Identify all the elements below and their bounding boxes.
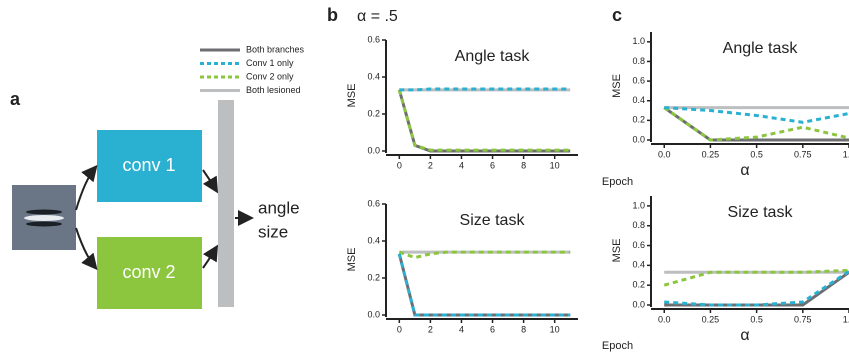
x-tick-label: 8 xyxy=(521,160,526,170)
x-tick-label: 0 xyxy=(397,324,402,334)
x-tick-label: 10 xyxy=(550,324,560,334)
subtitle: α = .5 xyxy=(357,8,398,25)
y-tick-label: 0.4 xyxy=(367,235,380,245)
y-tick-label: 0.6 xyxy=(632,75,645,85)
y-tick-label: 0.2 xyxy=(632,115,645,125)
panel-label: c xyxy=(612,5,622,25)
series-line xyxy=(664,108,849,123)
arrow xyxy=(203,170,216,190)
x-tick-label: 1.0 xyxy=(843,149,849,159)
x-tick-label: 0.5 xyxy=(750,149,763,159)
x-tick-label: 0 xyxy=(397,160,402,170)
chart-title: Angle task xyxy=(723,40,799,57)
panel-label: a xyxy=(10,89,21,109)
panel-label: b xyxy=(327,5,338,25)
y-tick-label: 0.2 xyxy=(367,272,380,282)
y-axis-label: MSE xyxy=(346,248,358,272)
y-tick-label: 1.0 xyxy=(632,200,645,210)
chart-title: Size task xyxy=(460,212,526,229)
y-axis-label: MSE xyxy=(611,239,623,263)
x-tick-label: 10 xyxy=(550,160,560,170)
y-tick-label: 0.6 xyxy=(367,34,380,44)
y-tick-label: 0.8 xyxy=(632,56,645,66)
arrow xyxy=(76,228,95,267)
y-axis-label: MSE xyxy=(611,74,623,98)
x-tick-label: 2 xyxy=(428,160,433,170)
chart-title: Size task xyxy=(728,204,794,221)
x-tick-label: 0.0 xyxy=(658,314,671,324)
figure: a b c conv 1 conv 2 angle size Both bran… xyxy=(0,0,849,353)
y-tick-label: 0.6 xyxy=(367,198,380,208)
page: { "panels": {"a": "a", "b": "b", "c": "c… xyxy=(0,0,849,353)
node-label: conv 2 xyxy=(122,262,175,282)
x-tick-label: 0.75 xyxy=(794,149,812,159)
y-tick-label: 0.4 xyxy=(367,71,380,81)
x-tick-label: 6 xyxy=(490,324,495,334)
output-bar xyxy=(218,100,234,307)
series-line xyxy=(399,254,570,315)
x-axis-label: Epoch xyxy=(602,340,633,352)
legend-label: Both lesioned xyxy=(246,85,301,95)
arrow xyxy=(203,248,216,268)
x-axis-label: α xyxy=(740,327,749,344)
series-line xyxy=(399,90,570,151)
y-axis-label: MSE xyxy=(346,84,358,108)
y-tick-label: 0.0 xyxy=(632,299,645,309)
x-tick-label: 4 xyxy=(459,160,464,170)
x-axis-label: Epoch xyxy=(602,176,633,188)
series-line xyxy=(664,108,849,140)
x-tick-label: 0.75 xyxy=(794,314,812,324)
y-tick-label: 0.4 xyxy=(632,95,645,105)
x-tick-label: 6 xyxy=(490,160,495,170)
x-tick-label: 2 xyxy=(428,324,433,334)
series-line xyxy=(399,90,570,150)
y-tick-label: 0.2 xyxy=(632,280,645,290)
arrow xyxy=(76,168,95,210)
y-tick-label: 0.0 xyxy=(367,145,380,155)
legend-label: Conv 1 only xyxy=(246,58,294,68)
stripe xyxy=(26,210,62,215)
x-tick-label: 4 xyxy=(459,324,464,334)
y-tick-label: 0.8 xyxy=(632,220,645,230)
y-tick-label: 0.6 xyxy=(632,240,645,250)
legend-label: Conv 2 only xyxy=(246,71,294,81)
y-tick-label: 1.0 xyxy=(632,36,645,46)
y-tick-label: 0.0 xyxy=(632,134,645,144)
x-tick-label: 1.0 xyxy=(843,314,849,324)
chart-title: Angle task xyxy=(455,48,531,65)
x-tick-label: 0.25 xyxy=(702,314,720,324)
x-axis-label: α xyxy=(740,162,749,179)
stripe xyxy=(26,222,62,227)
x-tick-label: 0.0 xyxy=(658,149,671,159)
x-tick-label: 0.25 xyxy=(702,149,720,159)
y-tick-label: 0.2 xyxy=(367,108,380,118)
series-line xyxy=(664,108,849,140)
stripe xyxy=(24,215,64,221)
series-line xyxy=(399,254,570,315)
x-tick-label: 0.5 xyxy=(750,314,763,324)
node-label: conv 1 xyxy=(122,155,175,175)
legend-label: Both branches xyxy=(246,44,305,54)
y-tick-label: 0.0 xyxy=(367,309,380,319)
y-tick-label: 0.4 xyxy=(632,260,645,270)
output-label: size xyxy=(258,222,288,241)
output-label: angle xyxy=(258,198,300,217)
x-tick-label: 8 xyxy=(521,324,526,334)
